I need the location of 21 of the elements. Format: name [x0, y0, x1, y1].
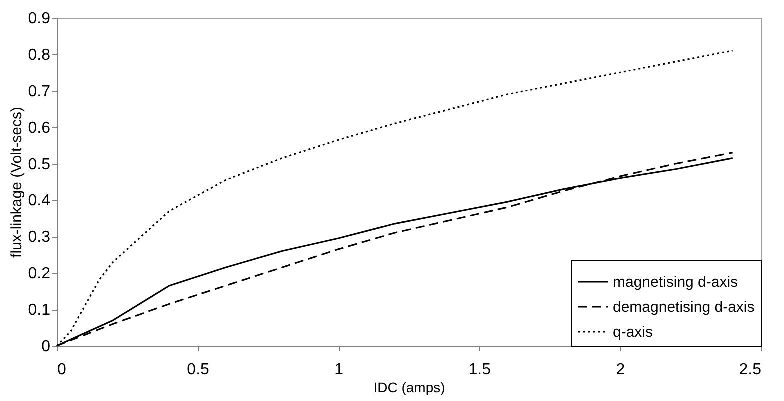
x-tick-label: 0.5	[187, 362, 210, 378]
y-tick-label: 0.3	[28, 229, 51, 246]
y-tick-label: 0.8	[28, 46, 51, 64]
x-tick-label: 1.5	[468, 362, 492, 378]
x-tick-label: 1	[334, 362, 344, 378]
x-tick-label: 2	[616, 362, 626, 378]
y-tick-label: 0.1	[28, 302, 51, 320]
y-tick-label: 0.7	[28, 83, 51, 100]
x-tick-label: 0	[58, 362, 66, 378]
legend-label: magnetising d-axis	[613, 274, 738, 291]
y-tick-label: 0.9	[28, 10, 51, 28]
y-tick-label: 0.2	[28, 266, 51, 283]
x-axis-title: IDC (amps)	[374, 380, 446, 396]
x-tick-label: 2.5	[739, 362, 762, 378]
y-tick-label: 0.5	[28, 156, 51, 174]
legend-label: q-axis	[613, 324, 654, 341]
legend-label: demagnetising d-axis	[613, 299, 755, 316]
y-tick-label: 0	[42, 338, 51, 356]
y-tick-label: 0.6	[28, 120, 51, 137]
y-axis-title: flux-linkage (Volt-secs)	[8, 107, 26, 258]
y-tick-label: 0.4	[28, 192, 51, 210]
